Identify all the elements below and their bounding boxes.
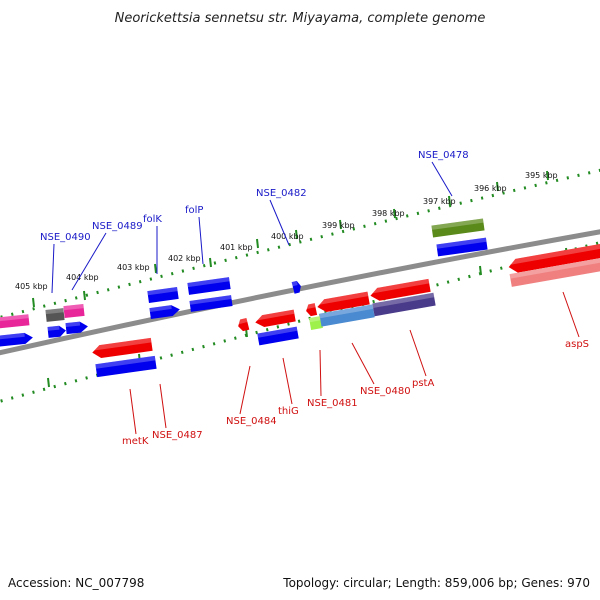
- gene-feature: [147, 286, 179, 304]
- gene-label: NSE_0487: [152, 430, 203, 441]
- leader-line: [159, 383, 167, 429]
- gene-feature: [370, 278, 431, 301]
- leader-line: [71, 232, 107, 291]
- gene-label: folP: [185, 205, 203, 216]
- gene-label: aspS: [565, 339, 589, 350]
- gene-label: NSE_0478: [418, 150, 469, 161]
- gene-feature: [291, 280, 301, 294]
- kbp-tick: [154, 263, 157, 274]
- gene-label: metK: [122, 436, 149, 447]
- kbp-tick: [32, 297, 35, 308]
- leader-line: [562, 291, 580, 338]
- kbp-tick: [339, 219, 342, 230]
- leader-line: [198, 216, 204, 265]
- kbp-tick-label: 397 kbp: [423, 197, 456, 206]
- gene-feature: [47, 325, 66, 338]
- accession-text: Accession: NC_007798: [8, 576, 144, 590]
- gene-feature: [319, 304, 375, 327]
- gene-feature: [431, 218, 485, 238]
- kbp-tick-labels: 405 kbp 404 kbp 403 kbp 402 kbp 401 kbp 400 k…: [15, 171, 558, 291]
- gene-feature: [257, 326, 299, 346]
- gene-feature: [372, 292, 436, 317]
- kbp-tick-label: 402 kbp: [168, 254, 201, 263]
- gene-feature: [65, 321, 88, 335]
- gene-feature: [309, 316, 323, 330]
- kbp-tick: [496, 181, 499, 192]
- kbp-tick: [256, 238, 259, 249]
- leader-line: [351, 342, 375, 385]
- gene-feature: [189, 295, 233, 312]
- gene-label: pstA: [412, 378, 434, 389]
- kbp-tick-label: 400 kbp: [271, 232, 304, 241]
- gene-feature: [0, 314, 30, 329]
- leader-line: [239, 365, 251, 415]
- leader-line: [319, 349, 322, 397]
- gene-feature: [187, 277, 231, 295]
- kbp-tick: [393, 208, 396, 219]
- kbp-tick-label: 399 kbp: [322, 221, 355, 230]
- gene-feature: [237, 317, 250, 332]
- kbp-tick-label: 403 kbp: [117, 263, 150, 272]
- kbp-tick-label: 395 kbp: [525, 171, 558, 180]
- gene-feature: [63, 303, 85, 319]
- upper-tick-track: [0, 168, 600, 319]
- gene-label: NSE_0490: [40, 232, 91, 243]
- kbp-tick: [448, 195, 451, 206]
- kbp-tick: [479, 265, 482, 276]
- kbp-tick-label: 405 kbp: [15, 282, 48, 291]
- leader-line: [51, 243, 55, 294]
- kbp-tick: [83, 290, 86, 301]
- label-leader-lines: [51, 161, 580, 435]
- kbp-tick: [209, 257, 212, 268]
- gene-feature: [254, 309, 296, 327]
- leader-line: [409, 329, 427, 377]
- kbp-tick-label: 396 kbp: [474, 184, 507, 193]
- gene-label: folK: [143, 214, 162, 225]
- gene-feature: [149, 305, 180, 320]
- gene-label: NSE_0481: [307, 398, 358, 409]
- gene-label: thiG: [278, 406, 299, 417]
- kbp-tick: [295, 229, 298, 240]
- kbp-tick-label: 404 kbp: [66, 273, 99, 282]
- map-title: Neorickettsia sennetsu str. Miyayama, co…: [115, 11, 486, 26]
- leader-line: [269, 199, 290, 246]
- gene-feature: [0, 332, 33, 347]
- gene-feature: [436, 237, 488, 257]
- leader-line: [282, 357, 293, 405]
- gene-feature: [305, 303, 318, 317]
- leader-line: [431, 161, 453, 197]
- gene-label: NSE_0489: [92, 221, 143, 232]
- gene-label: NSE_0480: [360, 386, 411, 397]
- kbp-tick-label: 401 kbp: [220, 243, 253, 252]
- gene-feature: [508, 243, 600, 273]
- kbp-tick-label: 398 kbp: [372, 209, 405, 218]
- gene-label: NSE_0484: [226, 416, 277, 427]
- genome-summary-text: Topology: circular; Length: 859,006 bp; …: [282, 576, 590, 590]
- gene-feature: [509, 258, 600, 287]
- gene-feature: [317, 291, 370, 313]
- gene-features: [0, 218, 600, 378]
- gene-feature: [92, 337, 153, 358]
- gene-feature: [95, 355, 157, 378]
- gene-feature: [45, 308, 65, 322]
- leader-line: [129, 388, 137, 435]
- kbp-tick: [546, 170, 549, 181]
- genome-backbone: [0, 229, 600, 356]
- gene-label: NSE_0482: [256, 188, 307, 199]
- kbp-tick: [47, 377, 50, 388]
